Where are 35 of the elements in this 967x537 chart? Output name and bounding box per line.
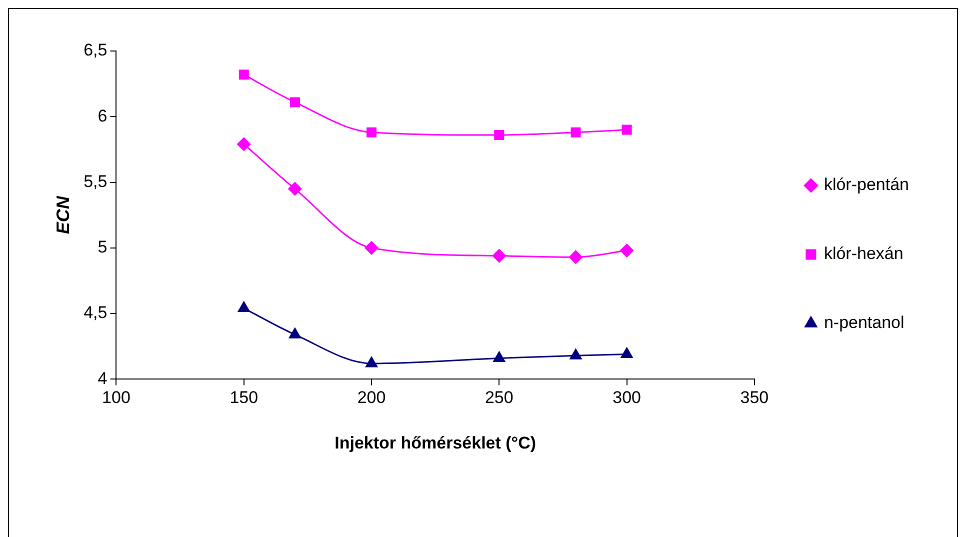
point	[494, 130, 504, 140]
point	[570, 127, 581, 138]
point	[288, 328, 301, 338]
point	[366, 356, 378, 368]
legend-label: klór-hexán	[824, 244, 904, 264]
point	[569, 250, 582, 264]
y-tick-label: 4	[98, 368, 108, 388]
point	[290, 97, 300, 108]
point	[492, 249, 506, 263]
point	[570, 348, 582, 360]
y-tick-label: 4,5	[84, 303, 108, 322]
x-axis-title: Injektor hőmérséklet (°C)	[334, 433, 536, 452]
x-tick-label: 100	[102, 388, 130, 408]
y-tick-label: 5,5	[84, 172, 108, 191]
point	[238, 70, 249, 80]
point	[493, 351, 506, 362]
point	[364, 241, 378, 255]
point	[622, 124, 632, 135]
x-tick-label: 250	[484, 388, 514, 408]
x-tick-label: 200	[357, 388, 386, 408]
y-tick-label: 6	[98, 106, 108, 126]
point	[620, 244, 634, 258]
x-tick-label: 350	[740, 388, 769, 408]
legend-label: klór-pentán	[824, 175, 910, 194]
x-tick-label: 300	[612, 388, 641, 408]
y-tick-label: 6,5	[84, 40, 108, 60]
point	[237, 137, 251, 151]
legend-label: n-pentanol	[824, 313, 904, 332]
point	[238, 302, 250, 312]
y-tick-label: 5	[98, 238, 108, 257]
point	[620, 348, 633, 358]
point	[288, 182, 302, 196]
x-tick-label: 150	[230, 388, 258, 408]
y-axis-title: ECN	[52, 195, 73, 234]
point	[366, 127, 377, 138]
